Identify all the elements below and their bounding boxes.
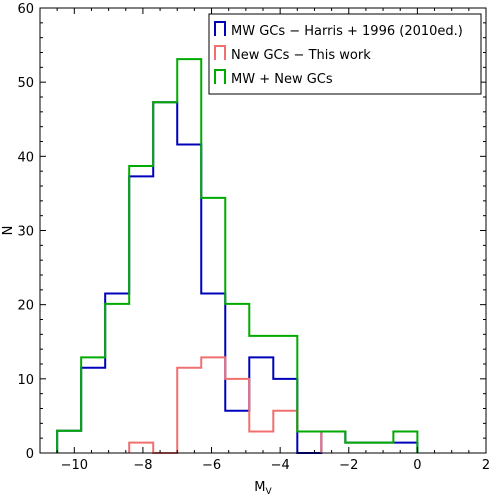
x-axis-label: MV [254, 480, 272, 497]
x-axis-label-main: M [254, 480, 265, 495]
x-tick-label: −2 [339, 458, 358, 473]
x-tick-label: −6 [202, 458, 221, 473]
y-tick-label: 40 [17, 150, 34, 165]
y-tick-label: 0 [26, 447, 34, 462]
y-tick-label: 10 [17, 373, 34, 388]
legend-swatch [214, 45, 226, 60]
y-tick-label: 30 [17, 225, 34, 240]
x-axis-label-subscript: V [266, 487, 273, 497]
legend-entry-label: MW GCs − Harris + 1996 (2010ed.) [231, 24, 463, 39]
x-tick-label: −10 [61, 458, 88, 473]
legend: MW GCs − Harris + 1996 (2010ed.) New GCs … [208, 13, 482, 95]
y-tick-label: 50 [17, 76, 34, 91]
legend-entry-label: New GCs − This work [231, 48, 371, 63]
x-tick-label: 2 [482, 458, 490, 473]
x-tick-label: −4 [271, 458, 290, 473]
series-0-outline [56, 101, 419, 454]
legend-box [208, 13, 482, 95]
series-2-outline [56, 58, 419, 453]
legend-swatch [214, 69, 226, 84]
y-tick-label: 20 [17, 299, 34, 314]
legend-swatch [214, 21, 226, 36]
series-layer [56, 58, 419, 454]
x-tick-label: −8 [133, 458, 152, 473]
y-axis-label: N [1, 226, 16, 236]
y-tick-label: 60 [17, 2, 34, 17]
x-tick-label: 0 [413, 458, 421, 473]
legend-entry-label: MW + New GCs [231, 72, 333, 87]
